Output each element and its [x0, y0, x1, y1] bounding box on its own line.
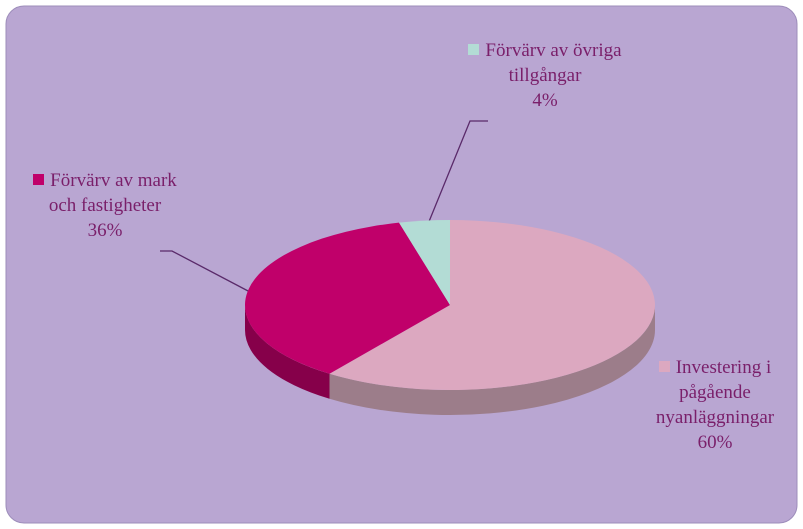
value-label: 4%: [532, 90, 558, 111]
leader-line: [427, 120, 488, 225]
pie-slice: [244, 222, 450, 374]
legend-marker: [658, 361, 670, 372]
leader-line: [160, 250, 251, 293]
pie-side: [329, 305, 655, 415]
value-label: 60%: [697, 432, 733, 453]
pie-slice: [329, 220, 655, 390]
data-label: Förvärv av mark och fastigheter 36%: [25, 168, 185, 243]
value-label: 36%: [87, 220, 123, 241]
pie-slice: [399, 220, 450, 305]
data-label: Investering i pågående nyanläggningar 60%: [630, 355, 800, 455]
data-label: Förvärv av övriga tillgångar 4%: [455, 38, 635, 113]
legend-marker: [468, 44, 480, 55]
category-label: Investering i pågående nyanläggningar: [655, 357, 775, 428]
pie: [244, 220, 655, 415]
category-label: Förvärv av övriga tillgångar: [485, 40, 622, 86]
legend-marker: [33, 174, 45, 185]
category-label: Förvärv av mark och fastigheter: [48, 170, 177, 216]
pie-side: [245, 305, 330, 399]
